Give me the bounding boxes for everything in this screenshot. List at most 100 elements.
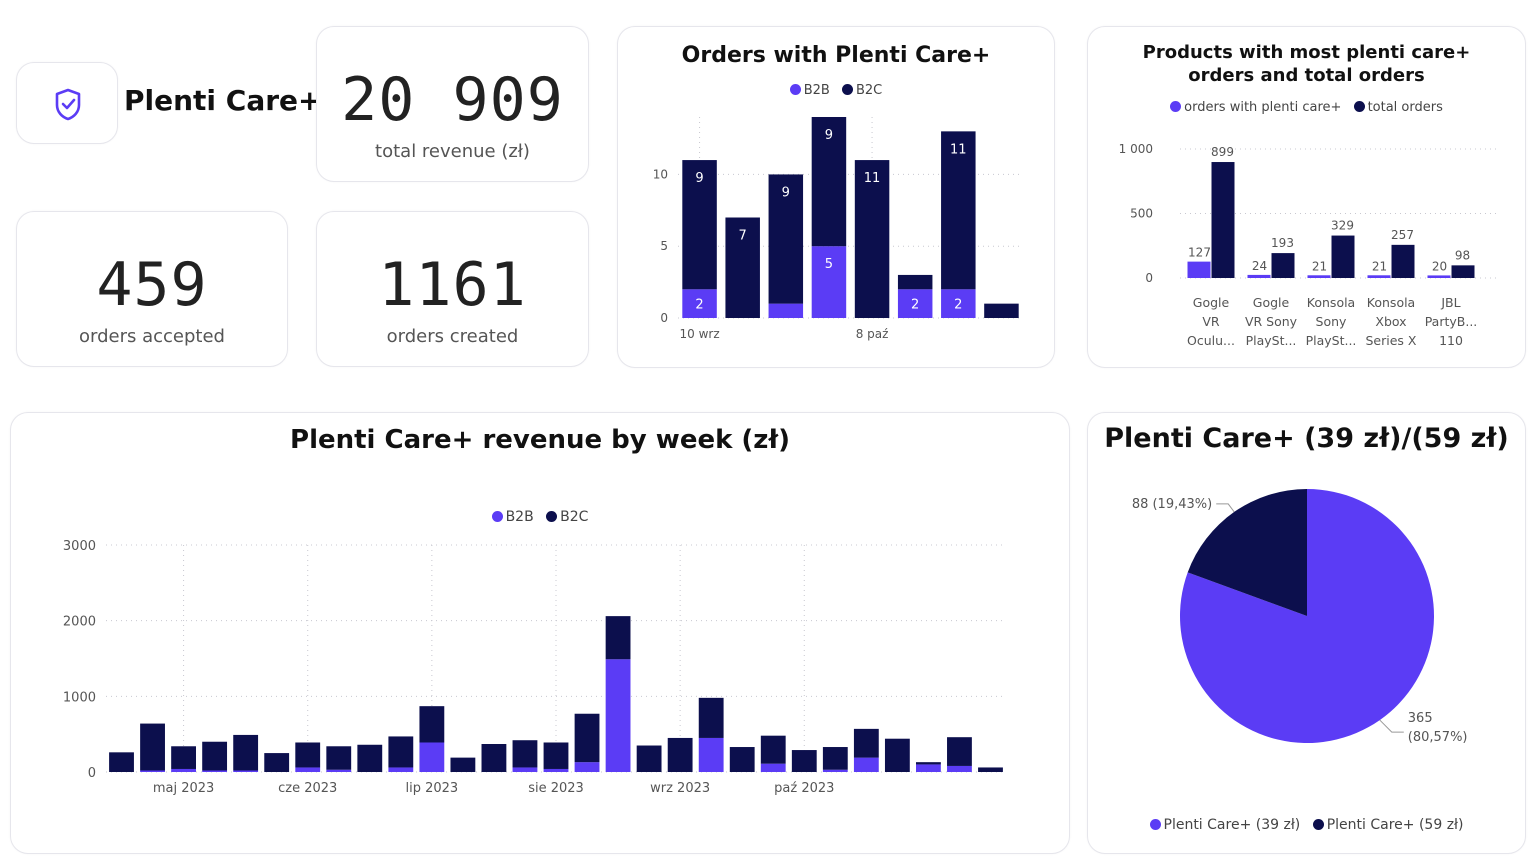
- legend-dot-icon: [841, 84, 853, 95]
- bar-b2c: [233, 734, 259, 771]
- y-tick-label: 3000: [63, 539, 96, 554]
- bar-plenti-care: [1367, 275, 1391, 278]
- data-label: 193: [1271, 236, 1294, 250]
- bar-b2b: [171, 768, 196, 772]
- orders-chart-card: Orders with Plenti Care+ B2B B2C 0 5 10 10 …: [617, 26, 1055, 368]
- x-tick-label: PlaySt...: [1306, 333, 1357, 348]
- x-tick-label: JBL: [1440, 295, 1460, 310]
- legend-dot-icon: [1149, 819, 1161, 830]
- bar-b2b: [916, 764, 941, 772]
- x-tick-label: maj 2023: [153, 781, 214, 796]
- pie-chart-card: Plenti Care+ (39 zł)/(59 zł) Plenti Care…: [1087, 412, 1526, 854]
- bar-b2b: [233, 770, 259, 772]
- bar-b2c: [941, 131, 976, 290]
- bar-b2b: [811, 246, 847, 318]
- bar-b2b: [419, 742, 445, 772]
- pie-slice: [1187, 489, 1307, 616]
- data-label-b2b: 5: [825, 257, 833, 272]
- pie-data-label: 365: [1408, 711, 1433, 726]
- app-title: Plenti Care+: [124, 84, 322, 117]
- weekly-revenue-card: Plenti Care+ revenue by week (zł) B2B B2…: [10, 412, 1070, 854]
- bar-plenti-care: [1307, 275, 1331, 278]
- bar-plenti-care: [1187, 261, 1211, 278]
- x-tick-label: Oculu...: [1187, 333, 1235, 348]
- bar-b2c: [791, 750, 817, 772]
- x-tick-label: Gogle: [1253, 295, 1290, 310]
- bar-b2c: [326, 746, 352, 770]
- x-tick-label: Sony: [1316, 314, 1348, 329]
- data-label-b2c: 9: [782, 185, 790, 200]
- bar-b2c: [171, 746, 196, 769]
- products-chart-card: Products with most plenti care+ orders a…: [1087, 26, 1526, 368]
- data-label-b2c: 11: [950, 142, 967, 157]
- kpi-card-created: 1161 orders created: [316, 211, 589, 367]
- bar-b2c: [605, 616, 631, 660]
- x-tick-label: VR Sony: [1245, 314, 1298, 329]
- kpi-accepted-value: 459: [96, 250, 208, 320]
- bar-plenti-care: [1427, 275, 1451, 278]
- bar-b2c: [419, 706, 445, 743]
- legend-item-b2b[interactable]: B2B: [491, 509, 534, 525]
- bar-b2b: [605, 659, 631, 772]
- pie-leader-line: [1216, 503, 1235, 513]
- legend-item-plenti-care[interactable]: orders with plenti care+: [1170, 100, 1341, 115]
- data-label-b2c: 7: [739, 229, 747, 244]
- x-tick-label: PartyB...: [1425, 314, 1478, 329]
- pie-chart-title: Plenti Care+ (39 zł)/(59 zł): [1104, 423, 1509, 454]
- legend-item-b2c[interactable]: B2C: [841, 83, 882, 98]
- legend-item-39[interactable]: Plenti Care+ (39 zł): [1149, 817, 1301, 833]
- bar-total-orders: [1271, 253, 1295, 278]
- data-label: 21: [1372, 259, 1387, 273]
- data-label: 20: [1432, 259, 1447, 273]
- data-label-b2b: 2: [695, 298, 703, 313]
- legend-dot-icon: [1170, 101, 1182, 112]
- legend-item-59[interactable]: Plenti Care+ (59 zł): [1312, 817, 1463, 833]
- bar-total-orders: [1451, 265, 1475, 278]
- y-tick-label: 10: [653, 167, 668, 181]
- data-label-b2b: 2: [954, 298, 962, 313]
- bar-b2c: [947, 737, 972, 766]
- bar-b2c: [667, 737, 693, 772]
- legend-label: Plenti Care+ (39 zł): [1163, 817, 1301, 833]
- legend-label: B2B: [803, 83, 830, 98]
- legend-dot-icon: [789, 84, 801, 95]
- legend-item-b2c[interactable]: B2C: [546, 509, 588, 525]
- bar-b2b: [698, 737, 724, 772]
- bar-plenti-care: [1247, 274, 1271, 278]
- bar-total-orders: [1391, 244, 1415, 278]
- pie-leader-line: [1379, 719, 1404, 733]
- x-tick-label: wrz 2023: [650, 781, 710, 796]
- bar-total-orders: [1331, 235, 1355, 278]
- bar-b2b: [760, 763, 786, 772]
- bar-b2c: [822, 747, 848, 770]
- legend-label: orders with plenti care+: [1184, 100, 1342, 115]
- bar-b2b: [574, 762, 600, 772]
- pie-data-label: 88 (19,43%): [1132, 497, 1212, 512]
- y-tick-label: 2000: [63, 615, 96, 630]
- bar-b2c: [768, 174, 804, 304]
- y-tick-label: 0: [660, 311, 668, 325]
- bar-b2b: [897, 289, 933, 318]
- weekly-revenue-legend: B2B B2C: [11, 509, 1069, 525]
- legend-item-total-orders[interactable]: total orders: [1353, 100, 1443, 115]
- y-tick-label: 0: [1145, 271, 1153, 285]
- y-tick-label: 1 000: [1119, 142, 1153, 156]
- x-tick-label: 110: [1439, 333, 1463, 348]
- x-tick-label: VR: [1202, 314, 1220, 329]
- kpi-revenue-label: total revenue (zł): [375, 141, 530, 162]
- bar-b2b: [140, 770, 165, 772]
- kpi-card-revenue: 20 909 total revenue (zł): [316, 26, 589, 182]
- pie-data-label: (80,57%): [1408, 730, 1468, 745]
- bar-b2c: [729, 747, 755, 772]
- data-label: 98: [1455, 248, 1470, 262]
- bar-b2b: [941, 289, 976, 318]
- weekly-revenue-chart: 0 1000 2000 3000 maj 2023 cze 2023 lip 2023 sie…: [63, 539, 1006, 796]
- bar-b2b: [853, 757, 879, 772]
- bar-b2c: [811, 117, 847, 247]
- legend-item-b2b[interactable]: B2B: [789, 83, 830, 98]
- bar-b2b: [326, 769, 352, 772]
- bar-b2c: [698, 697, 724, 738]
- data-label: 257: [1391, 228, 1414, 242]
- bar-b2c: [481, 744, 507, 772]
- bar-b2b: [388, 767, 414, 772]
